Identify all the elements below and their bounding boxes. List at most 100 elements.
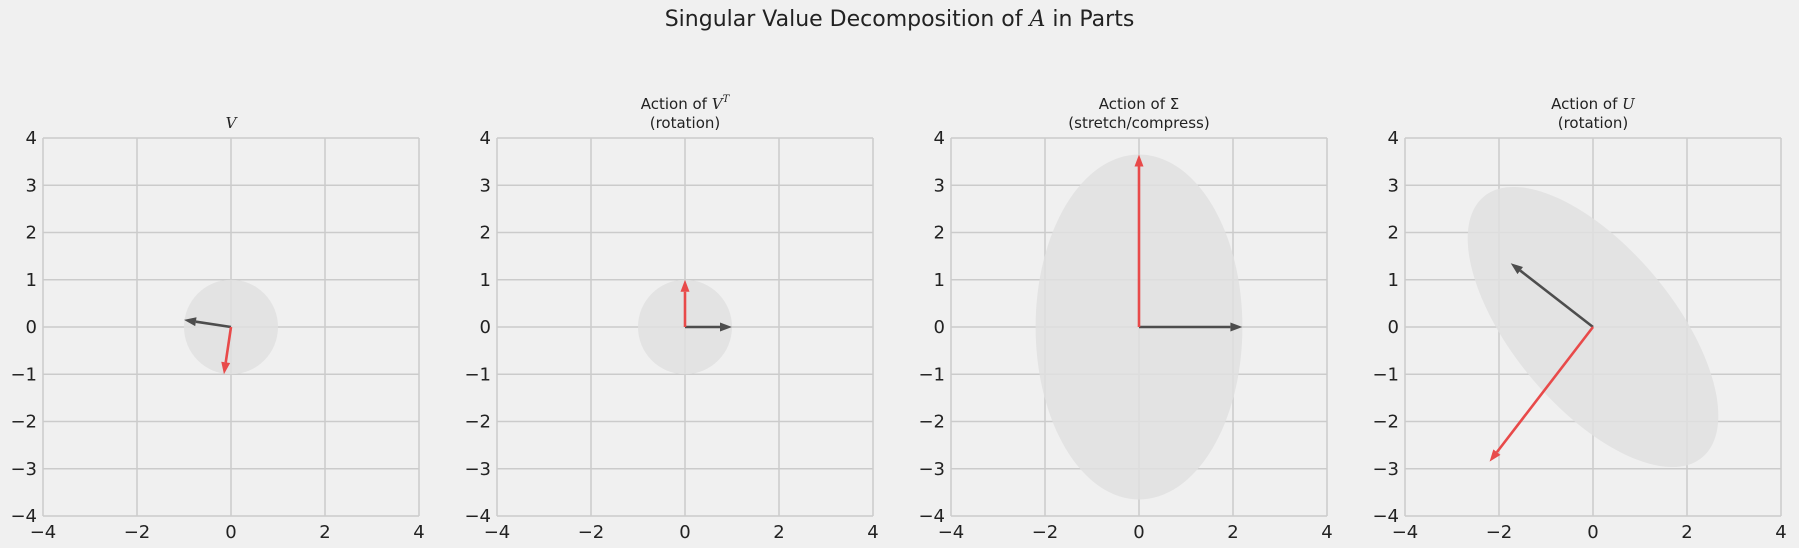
subplot-title: (stretch/compress) (1068, 114, 1209, 132)
title-variable: V (712, 95, 725, 113)
title-variable: U (1622, 95, 1636, 113)
y-tick-label: 2 (26, 223, 37, 244)
subplot-4: −4 −2 0 2 4 −4 −3 −2 −1 0 1 2 3 4 Action of U(rotation… (1372, 95, 1786, 543)
subplot-title: (rotation) (1558, 114, 1629, 132)
y-tick-label: 2 (934, 223, 945, 244)
title-text: Action of (641, 95, 712, 113)
y-tick-label: 1 (480, 270, 491, 291)
x-tick-label: −4 (484, 522, 511, 543)
y-tick-label: −2 (918, 412, 945, 433)
vector-1 (184, 317, 232, 329)
x-tick-label: −4 (938, 522, 965, 543)
vector-arrowhead (184, 317, 197, 327)
vector-shaft (1519, 269, 1594, 329)
subplot-3: −4 −2 0 2 4 −4 −3 −2 −1 0 1 2 3 4 Action of Σ(stretch/… (918, 95, 1332, 543)
y-tick-label: −4 (1372, 506, 1399, 527)
y-tick-label: 0 (1388, 317, 1399, 338)
subplot-title: Action of U (1551, 95, 1636, 113)
y-tick-label: 3 (1388, 175, 1399, 196)
x-tick-label: −2 (578, 522, 605, 543)
figure-title-suffix: in Parts (1045, 7, 1135, 32)
title-text: Action of (1551, 95, 1622, 113)
figure-title-var: A (1029, 7, 1046, 32)
y-tick-label: −4 (918, 506, 945, 527)
y-tick-label: −4 (10, 506, 37, 527)
title-text: Action of Σ (1099, 95, 1179, 113)
x-tick-label: 2 (1681, 522, 1692, 543)
y-tick-label: 4 (26, 128, 37, 149)
y-tick-label: 0 (934, 317, 945, 338)
x-tick-label: −2 (124, 522, 151, 543)
vector-arrowhead (680, 279, 690, 292)
vector-2 (1489, 326, 1595, 462)
x-tick-label: 2 (319, 522, 330, 543)
x-tick-label: 2 (773, 522, 784, 543)
y-tick-label: 1 (26, 270, 37, 291)
x-tick-label: 2 (1227, 522, 1238, 543)
y-tick-label: 1 (934, 270, 945, 291)
vector-1 (1510, 263, 1594, 329)
y-tick-label: 3 (26, 175, 37, 196)
y-tick-label: −1 (464, 364, 491, 385)
x-tick-label: −4 (1392, 522, 1419, 543)
x-tick-label: 0 (679, 522, 690, 543)
vector-2 (680, 279, 690, 327)
y-tick-label: −3 (464, 459, 491, 480)
y-tick-label: 1 (1388, 270, 1399, 291)
y-tick-label: 4 (480, 128, 491, 149)
y-tick-label: 3 (934, 175, 945, 196)
x-tick-label: 0 (225, 522, 236, 543)
vector-arrowhead (1134, 154, 1144, 167)
title-variable: V (226, 114, 239, 132)
vector-shaft (195, 320, 232, 329)
y-tick-label: −1 (1372, 364, 1399, 385)
vector-2 (221, 326, 233, 375)
x-tick-label: −2 (1032, 522, 1059, 543)
x-tick-label: 0 (1587, 522, 1598, 543)
subplot-title: Action of Σ (1099, 95, 1179, 113)
y-tick-label: 2 (480, 223, 491, 244)
y-tick-label: −1 (10, 364, 37, 385)
x-tick-label: 0 (1133, 522, 1144, 543)
subplot-2: −4 −2 0 2 4 −4 −3 −2 −1 0 1 2 3 4 Action of VT(rotatio… (464, 94, 878, 543)
x-tick-label: 4 (1775, 522, 1786, 543)
vector-1 (685, 322, 732, 332)
x-tick-label: 4 (867, 522, 878, 543)
vector-2 (1134, 154, 1144, 327)
figure-title-prefix: Singular Value Decomposition of (664, 7, 1030, 32)
y-tick-label: 4 (934, 128, 945, 149)
subplot-title: Action of VT (641, 94, 731, 113)
title-text: (rotation) (1558, 114, 1629, 132)
y-tick-label: 4 (1388, 128, 1399, 149)
y-tick-label: −4 (464, 506, 491, 527)
y-tick-label: −2 (464, 412, 491, 433)
y-tick-label: 0 (480, 317, 491, 338)
x-tick-label: 4 (413, 522, 424, 543)
y-tick-label: −1 (918, 364, 945, 385)
subplot-title: V (226, 114, 239, 132)
vector-shaft (1495, 326, 1595, 453)
subplot-title: (rotation) (650, 114, 721, 132)
title-text: (rotation) (650, 114, 721, 132)
y-tick-label: −3 (10, 459, 37, 480)
title-text: (stretch/compress) (1068, 114, 1209, 132)
y-tick-label: −3 (1372, 459, 1399, 480)
vector-arrowhead (221, 361, 231, 375)
vector-arrowhead (1510, 263, 1523, 275)
figure-title: Singular Value Decomposition of A in Par… (0, 7, 1799, 32)
vector-arrowhead (1489, 449, 1501, 462)
subplot-1: −4 −2 0 2 4 −4 −3 −2 −1 0 1 2 3 4 V (10, 114, 424, 543)
title-superscript: T (723, 94, 731, 105)
y-tick-label: −2 (10, 412, 37, 433)
vector-arrowhead (720, 322, 732, 332)
vector-shaft (224, 326, 233, 363)
y-tick-label: 2 (1388, 223, 1399, 244)
x-tick-label: −2 (1486, 522, 1513, 543)
y-tick-label: 3 (480, 175, 491, 196)
vector-arrowhead (1230, 322, 1243, 332)
x-tick-label: 4 (1321, 522, 1332, 543)
y-tick-label: 0 (26, 317, 37, 338)
x-tick-label: −4 (30, 522, 57, 543)
